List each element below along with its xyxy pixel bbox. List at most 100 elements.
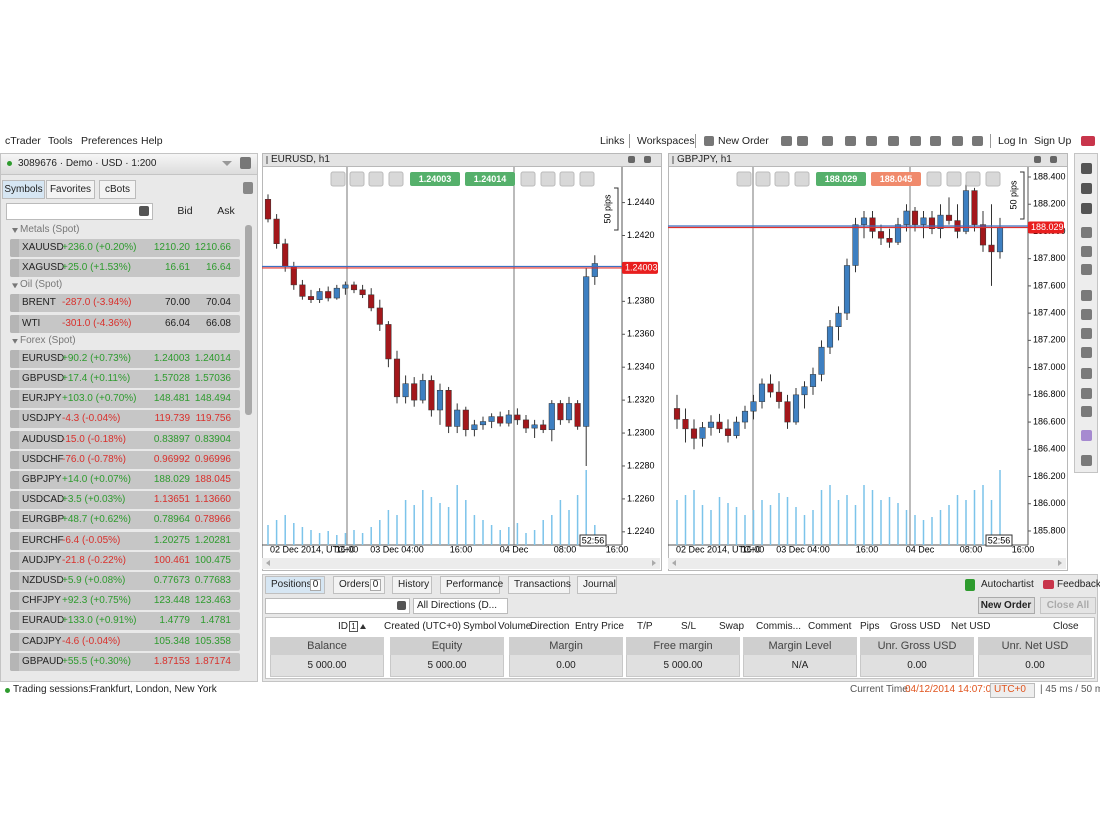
tab-label[interactable]: History — [398, 579, 430, 590]
symbol-row[interactable] — [10, 592, 240, 611]
tab[interactable] — [392, 576, 432, 594]
chart-title[interactable]: GBPJPY, h1 — [677, 154, 732, 165]
volume-bar — [430, 497, 433, 545]
tab-label[interactable]: Favorites — [49, 184, 92, 195]
symbol-name[interactable]: USDJPY — [22, 413, 62, 425]
tab-label[interactable]: Journal — [583, 579, 616, 590]
column-header[interactable]: Pips — [860, 621, 880, 632]
column-header[interactable]: T/P — [637, 621, 653, 632]
symbol-name[interactable]: AUDUSD — [22, 433, 65, 445]
symbol-row[interactable] — [10, 471, 240, 489]
column-header[interactable]: Net USD — [951, 621, 991, 632]
symbol-name[interactable]: USDCHF — [22, 453, 64, 465]
tab[interactable] — [440, 576, 500, 594]
symbol-name[interactable]: USDCAD — [22, 494, 65, 506]
menu-item[interactable]: Help — [141, 135, 163, 147]
column-header[interactable]: Comment — [808, 621, 852, 632]
button-label[interactable]: New Order — [980, 600, 1032, 611]
tab[interactable] — [46, 180, 95, 199]
timezone[interactable]: UTC+0 — [994, 684, 1026, 695]
symbol-name[interactable]: XAUUSD — [22, 242, 64, 253]
symbol-name[interactable]: XAGUSD — [22, 262, 65, 274]
symbol-name[interactable]: GBPUSD — [22, 373, 65, 384]
timezone-select[interactable] — [990, 683, 1035, 698]
symbol-name[interactable]: EURCHF — [22, 534, 64, 546]
symbol-name[interactable]: GBPAUD — [22, 655, 64, 667]
group-arrow-label[interactable]: Forex (Spot) — [20, 334, 76, 346]
tab[interactable] — [508, 576, 570, 594]
symbol-row[interactable] — [10, 572, 240, 590]
menu-item[interactable]: Workspaces — [637, 135, 695, 147]
group-arrow-label[interactable]: Oil (Spot) — [20, 279, 63, 291]
symbol-name[interactable]: WTI — [22, 317, 41, 329]
symbol-row[interactable] — [10, 531, 240, 550]
direction-filter[interactable]: All Directions (D... — [417, 600, 498, 611]
account-info[interactable]: 3089676 · Demo · USD · 1:200 — [18, 158, 157, 169]
tab-label[interactable]: Positions — [271, 579, 312, 590]
column-header[interactable]: Close — [1053, 621, 1079, 632]
account-bar[interactable] — [0, 153, 258, 175]
search-input[interactable] — [265, 598, 410, 614]
symbol-row[interactable] — [10, 551, 240, 570]
column-header[interactable]: S/L — [681, 621, 697, 632]
column-header[interactable]: Volume — [498, 621, 532, 632]
button[interactable] — [978, 597, 1035, 614]
tab[interactable] — [99, 180, 136, 199]
column-header[interactable]: Gross USD — [890, 621, 941, 632]
symbol-name[interactable]: GBPJPY — [22, 474, 62, 485]
symbol-name[interactable]: EURJPY — [22, 393, 62, 405]
button-label[interactable]: Close All — [1046, 600, 1090, 611]
menu-item[interactable]: cTrader — [5, 135, 41, 147]
symbol-name[interactable]: EURUSD — [22, 352, 65, 364]
menu-item[interactable]: Preferences — [81, 135, 138, 147]
column-header[interactable]: Commis... — [756, 621, 801, 632]
symbol-row[interactable] — [10, 259, 240, 278]
tab-label[interactable]: Symbols — [4, 184, 43, 195]
symbol-row[interactable] — [10, 491, 240, 510]
symbol-name[interactable]: NZDUSD — [22, 575, 64, 586]
symbol-row[interactable] — [10, 314, 240, 333]
column-header[interactable]: Direction — [530, 621, 570, 632]
column-header[interactable]: Created (UTC+0) — [384, 621, 461, 632]
column-header[interactable]: ID — [338, 621, 348, 632]
symbol-row[interactable] — [10, 430, 240, 449]
symbol-row[interactable] — [10, 652, 240, 671]
symbol-name[interactable]: EURGBP — [22, 514, 65, 526]
direction-select[interactable] — [413, 598, 508, 614]
button[interactable] — [1040, 597, 1096, 614]
symbol-row[interactable] — [10, 390, 240, 409]
tab[interactable] — [2, 180, 45, 199]
menu-item[interactable]: Tools — [48, 135, 73, 147]
symbol-row[interactable] — [10, 612, 240, 631]
group-arrow-label[interactable]: Metals (Spot) — [20, 224, 80, 235]
tab[interactable] — [577, 576, 617, 594]
column-header[interactable]: Swap — [719, 621, 745, 632]
symbol-row[interactable] — [10, 410, 240, 429]
symbol-row[interactable] — [10, 239, 240, 257]
menu-item[interactable]: New Order — [718, 135, 769, 147]
tool-button[interactable]: Autochartist — [981, 579, 1034, 590]
column-header[interactable]: Symbol — [463, 621, 497, 632]
search-input[interactable] — [6, 203, 153, 220]
tab-label[interactable]: Orders — [339, 579, 370, 590]
chart-title[interactable]: EURUSD, h1 — [271, 154, 330, 165]
tab-label[interactable]: Performance — [446, 579, 504, 590]
tool-button[interactable]: Feedback — [1057, 579, 1100, 590]
symbol-row[interactable] — [10, 632, 240, 651]
symbol-name[interactable]: AUDJPY — [22, 554, 62, 566]
symbol-row[interactable] — [10, 450, 240, 469]
symbol-row[interactable] — [10, 511, 240, 530]
menu-item[interactable]: Links — [600, 135, 625, 147]
symbol-name[interactable]: EURAUD — [22, 615, 65, 627]
tab-label[interactable]: cBots — [104, 184, 131, 195]
symbol-name[interactable]: CHFJPY — [22, 595, 61, 607]
column-header[interactable]: Entry Price — [575, 621, 624, 632]
symbol-name[interactable]: BRENT — [22, 297, 56, 309]
symbol-row[interactable] — [10, 349, 240, 368]
symbol-row[interactable] — [10, 294, 240, 313]
menu-item[interactable]: Sign Up — [1034, 135, 1072, 147]
menu-item[interactable]: Log In — [998, 135, 1028, 147]
tab-label[interactable]: Transactions — [514, 579, 571, 590]
symbol-row[interactable] — [10, 370, 240, 388]
symbol-name[interactable]: CADJPY — [22, 635, 62, 647]
